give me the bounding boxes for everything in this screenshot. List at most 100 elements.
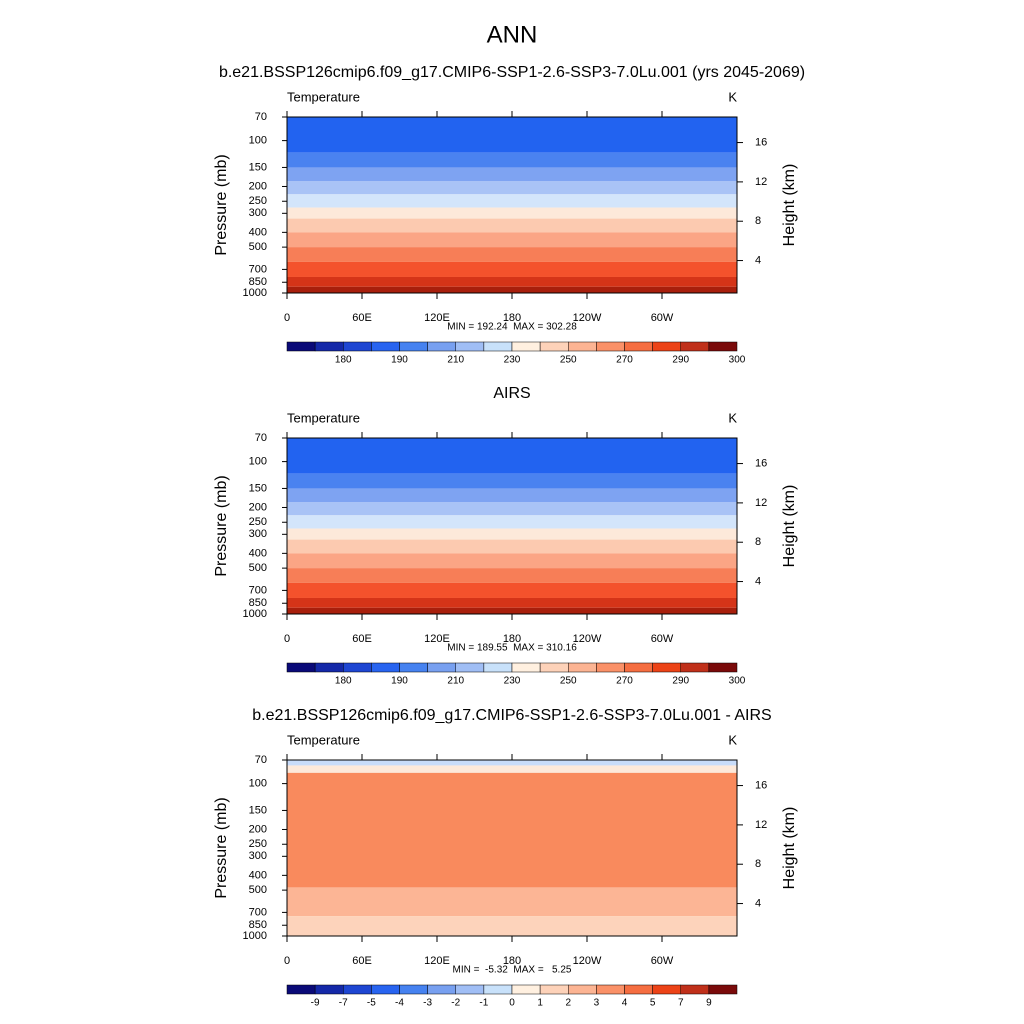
colorbar-label: 270 (616, 676, 633, 687)
x-tick-label: 60E (352, 955, 372, 967)
colorbar-box (596, 341, 625, 352)
colorbar-box (286, 341, 316, 352)
y-tick-label: 100 (249, 135, 267, 147)
y-axis-title: Pressure (mb) (213, 797, 230, 898)
colorbar-label: -5 (367, 998, 376, 1009)
colorbar-label: -9 (311, 998, 320, 1009)
x-tick-label: 120W (573, 312, 602, 324)
colorbar-box (371, 984, 400, 995)
y2-tick-label: 16 (755, 457, 767, 469)
y2-tick-label: 8 (755, 215, 761, 227)
y-tick-label: 250 (249, 516, 267, 528)
y-tick-label: 400 (249, 869, 267, 881)
colorbar-box (427, 984, 456, 995)
colorbar-box (539, 341, 569, 352)
x-tick-label: 60W (651, 312, 674, 324)
y-tick-label: 150 (249, 482, 267, 494)
contour-band (287, 276, 737, 287)
y2-tick-label: 12 (755, 819, 767, 831)
y2-tick-label: 12 (755, 176, 767, 188)
colorbar-box (568, 984, 597, 995)
contour-band (287, 760, 737, 766)
contour-band (287, 568, 737, 583)
colorbar-box (455, 341, 485, 352)
colorbar-label: 290 (672, 676, 689, 687)
contour-band (287, 152, 737, 168)
colorbar-label: -2 (451, 998, 460, 1009)
colorbar-label: 4 (622, 998, 628, 1009)
left-label: Temperature (287, 89, 360, 104)
contour-band (287, 582, 737, 598)
y-tick-label: 1000 (243, 930, 267, 942)
contour-band (287, 765, 737, 773)
y-tick-label: 250 (249, 838, 267, 850)
y-tick-label: 300 (249, 850, 267, 862)
contour-band (287, 286, 737, 293)
colorbar-label: 250 (560, 355, 577, 366)
contour-band (287, 207, 737, 219)
y-tick-label: 70 (255, 111, 267, 123)
right-label: K (728, 89, 737, 104)
y2-tick-label: 4 (755, 254, 761, 266)
y-tick-label: 500 (249, 241, 267, 253)
colorbar-box (427, 662, 456, 673)
colorbar-label: -4 (395, 998, 404, 1009)
colorbar-label: 290 (672, 355, 689, 366)
x-tick-label: 120W (573, 633, 602, 645)
contour-band (287, 261, 737, 277)
x-tick-label: 60W (651, 633, 674, 645)
colorbar-box (483, 984, 513, 995)
colorbar-box (286, 984, 316, 995)
y-tick-label: 150 (249, 161, 267, 173)
colorbar-box (343, 662, 372, 673)
contour-band (287, 473, 737, 489)
y-tick-label: 400 (249, 547, 267, 559)
colorbar-box (680, 341, 710, 352)
x-tick-label: 0 (284, 633, 290, 645)
x-tick-label: 120E (424, 312, 450, 324)
colorbar-label: -3 (423, 998, 432, 1009)
y-tick-label: 700 (249, 584, 267, 596)
figure-title: ANN (487, 21, 538, 48)
colorbar-box (680, 662, 710, 673)
colorbar-box (399, 984, 428, 995)
colorbar-label: 5 (650, 998, 656, 1009)
y2-axis-title: Height (km) (781, 807, 798, 890)
colorbar-box (652, 662, 681, 673)
colorbar-label: 180 (335, 676, 352, 687)
y-tick-label: 400 (249, 226, 267, 238)
x-tick-label: 0 (284, 955, 290, 967)
contour-band (287, 167, 737, 182)
colorbar-box (399, 341, 428, 352)
x-tick-label: 60E (352, 633, 372, 645)
left-label: Temperature (287, 732, 360, 747)
colorbar-label: 210 (447, 355, 464, 366)
contour-band (287, 117, 737, 153)
y-tick-label: 500 (249, 884, 267, 896)
colorbar-box (455, 984, 485, 995)
colorbar-label: 180 (335, 355, 352, 366)
colorbar-box (708, 341, 738, 352)
colorbar-box (652, 341, 681, 352)
contour-band (287, 597, 737, 608)
colorbar-box (343, 341, 372, 352)
right-label: K (728, 732, 737, 747)
colorbar-box (624, 662, 653, 673)
colorbar-box (455, 662, 485, 673)
colorbar-label: 9 (706, 998, 712, 1009)
contour-band (287, 916, 737, 936)
colorbar-box (568, 341, 597, 352)
y-tick-label: 850 (249, 597, 267, 609)
panel-title: b.e21.BSSP126cmip6.f09_g17.CMIP6-SSP1-2.… (252, 707, 771, 724)
stats-label: MIN = 192.24 MAX = 302.28 (447, 322, 577, 333)
y-tick-label: 700 (249, 263, 267, 275)
y-tick-label: 300 (249, 528, 267, 540)
x-tick-label: 180 (503, 633, 521, 645)
y-axis-title: Pressure (mb) (213, 475, 230, 576)
y-tick-label: 100 (249, 778, 267, 790)
contour-band (287, 772, 737, 888)
colorbar-label: 7 (678, 998, 684, 1009)
colorbar-box (399, 662, 428, 673)
colorbar-box (511, 662, 541, 673)
